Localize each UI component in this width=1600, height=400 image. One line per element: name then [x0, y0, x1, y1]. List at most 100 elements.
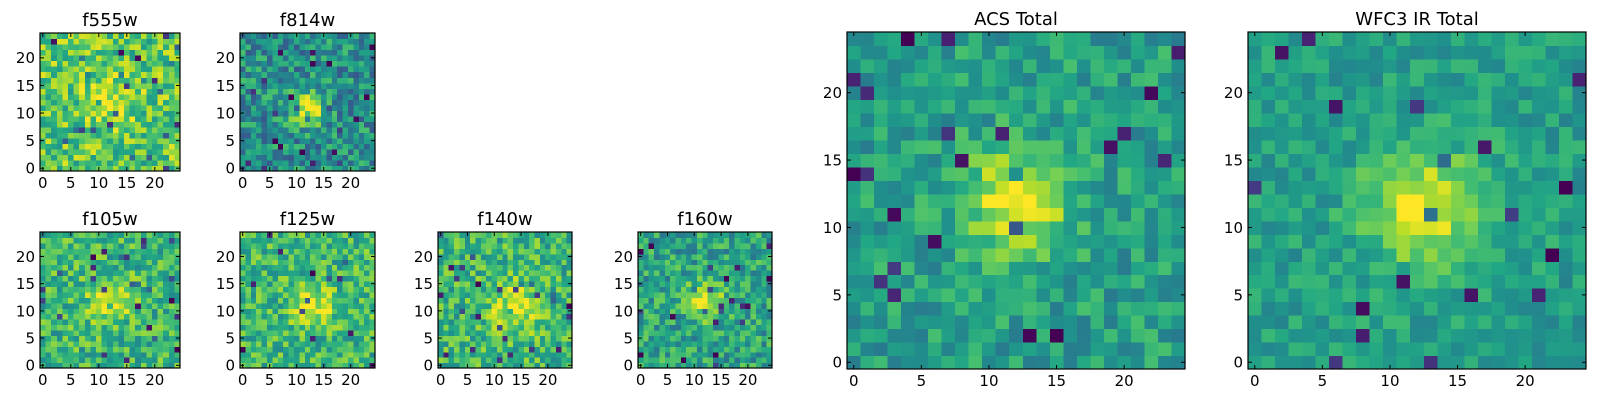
heatmap-cell: [96, 351, 103, 358]
heatmap-cell: [157, 286, 164, 293]
heatmap-cell: [250, 237, 257, 244]
heatmap-cell: [56, 49, 63, 56]
heatmap-cell: [955, 112, 970, 127]
heatmap-cell: [135, 38, 142, 45]
heatmap-cell: [928, 85, 943, 100]
x-tick-label: 20: [341, 174, 360, 192]
heatmap-cell: [982, 193, 997, 208]
heatmap-cell: [718, 253, 725, 260]
heatmap-cell: [766, 237, 773, 244]
heatmap-cell: [1356, 261, 1371, 276]
heatmap-cell: [140, 137, 147, 144]
heatmap-cell: [321, 38, 327, 45]
heatmap-cell: [51, 115, 58, 122]
heatmap-cell: [1171, 274, 1186, 289]
x-tick-label: 5: [66, 174, 76, 192]
heatmap-cell: [348, 270, 354, 277]
heatmap-cell: [1342, 180, 1357, 195]
heatmap-cell: [664, 313, 671, 320]
heatmap-cell: [995, 315, 1010, 330]
heatmap-cell: [1130, 355, 1146, 370]
heatmap-cell: [96, 93, 103, 100]
heatmap-cell: [174, 291, 181, 298]
heatmap-cell: [1261, 328, 1276, 343]
heatmap-cell: [696, 313, 703, 320]
heatmap-cell: [283, 237, 290, 244]
heatmap-cell: [62, 351, 69, 358]
heatmap-cell: [1464, 301, 1479, 316]
heatmap-cell: [163, 357, 170, 364]
heatmap-cell: [502, 291, 509, 298]
heatmap-cell: [364, 308, 371, 315]
heatmap-cell: [101, 110, 108, 117]
heatmap-cell: [1437, 274, 1452, 289]
heatmap-cell: [745, 308, 752, 315]
heatmap-cell: [718, 308, 725, 315]
heatmap-cell: [79, 335, 86, 342]
y-tick-label: 5: [25, 132, 35, 150]
heatmap-cell: [1144, 207, 1159, 222]
heatmap-cell: [96, 324, 103, 331]
heatmap-cell: [107, 324, 114, 331]
heatmap-cell: [304, 335, 311, 342]
heatmap-cell: [928, 58, 943, 74]
heatmap-cell: [168, 340, 175, 347]
heatmap-cell: [310, 143, 317, 150]
heatmap-cell: [358, 291, 365, 298]
heatmap-cell: [686, 313, 693, 320]
heatmap-cell: [79, 88, 86, 95]
heatmap-cell: [140, 291, 147, 298]
heatmap-cell: [157, 44, 164, 51]
heatmap-cell: [901, 234, 916, 249]
heatmap-cell: [723, 280, 730, 287]
heatmap-cell: [283, 351, 290, 358]
heatmap-cell: [1130, 72, 1146, 87]
heatmap-cell: [761, 329, 768, 336]
heatmap-cell: [250, 82, 257, 89]
heatmap-cell: [766, 340, 773, 347]
heatmap-cell: [277, 71, 284, 78]
heatmap-cell: [1423, 342, 1438, 357]
heatmap-cell: [443, 275, 450, 282]
heatmap-cell: [304, 302, 311, 309]
heatmap-cell: [288, 357, 295, 364]
heatmap-cell: [304, 44, 311, 51]
heatmap-cell: [348, 159, 354, 167]
heatmap-cell: [299, 88, 306, 95]
heatmap-cell: [245, 324, 252, 331]
heatmap-cell: [272, 319, 279, 326]
heatmap-cell: [638, 259, 644, 266]
heatmap-cell: [124, 242, 131, 249]
heatmap-cell: [304, 232, 311, 239]
heatmap-cell: [1157, 247, 1173, 262]
heatmap-cell: [675, 308, 682, 315]
heatmap-cell: [707, 242, 714, 249]
heatmap-cell: [566, 324, 573, 331]
heatmap-cell: [545, 335, 552, 342]
heatmap-cell: [734, 242, 741, 249]
heatmap-cell: [51, 335, 58, 342]
heatmap-cell: [299, 77, 306, 84]
heatmap-cell: [294, 291, 300, 298]
heatmap-cell: [73, 232, 80, 239]
heatmap-cell: [529, 357, 536, 364]
heatmap-cell: [464, 297, 471, 304]
heatmap-cell: [1518, 180, 1533, 195]
heatmap-cell: [364, 335, 371, 342]
heatmap-cell: [982, 153, 997, 168]
heatmap-cell: [56, 38, 63, 45]
heatmap-cell: [245, 115, 252, 122]
heatmap-cell: [1144, 126, 1159, 141]
heatmap-cell: [702, 270, 709, 277]
heatmap-cell: [331, 132, 338, 139]
heatmap-cell: [272, 115, 279, 122]
heatmap-cell: [304, 324, 311, 331]
heatmap-cell: [118, 242, 125, 249]
heatmap-cell: [135, 329, 142, 336]
heatmap-cell: [358, 143, 365, 150]
heatmap-cell: [358, 154, 365, 161]
heatmap-cell: [245, 104, 252, 111]
heatmap-cell: [168, 77, 175, 84]
heatmap-cell: [1036, 112, 1051, 127]
